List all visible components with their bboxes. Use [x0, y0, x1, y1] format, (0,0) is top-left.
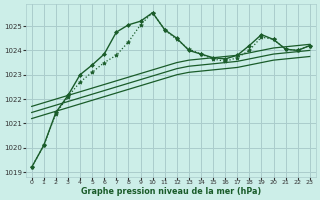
X-axis label: Graphe pression niveau de la mer (hPa): Graphe pression niveau de la mer (hPa) — [81, 187, 261, 196]
